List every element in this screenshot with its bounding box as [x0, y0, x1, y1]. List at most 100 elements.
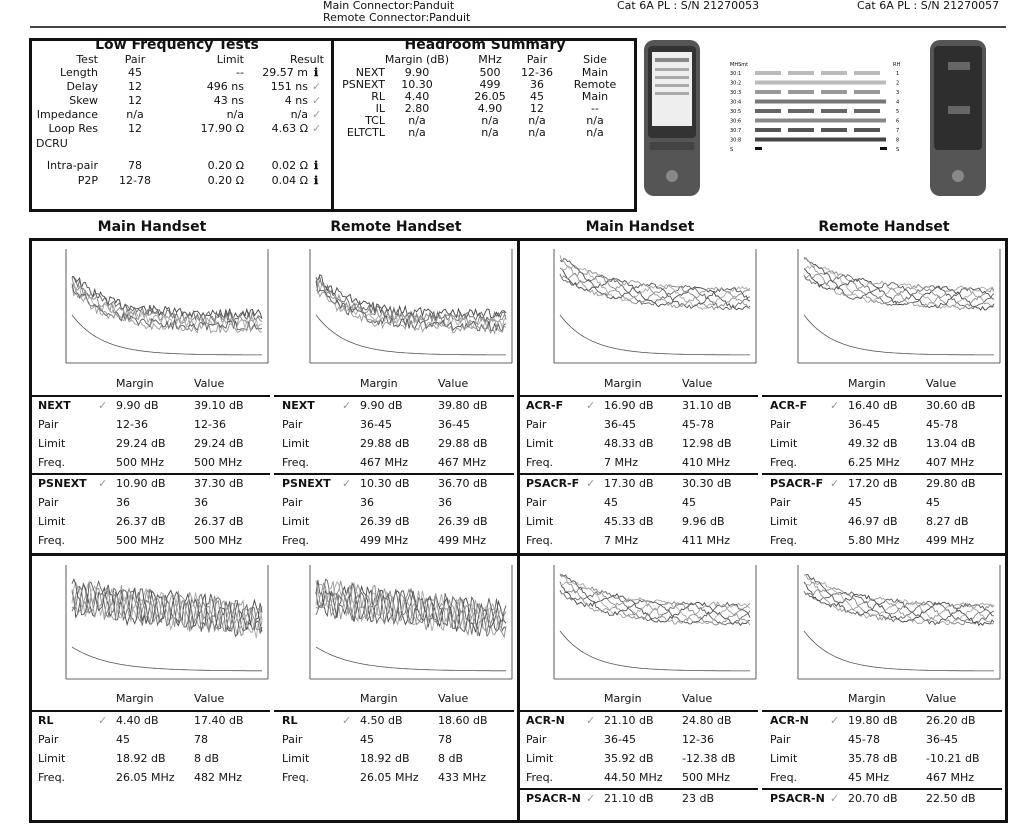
test-value: 31.10 dB: [682, 399, 732, 412]
remote-handset-device-icon: [930, 40, 986, 196]
test-margin: 9.90 dB: [116, 399, 159, 412]
row-value-limit: 29.88 dB: [438, 437, 488, 450]
remote-serial: Cat 6A PL : S/N 21270057: [857, 0, 1000, 12]
margin-col-header: Margin: [360, 692, 398, 705]
row-value-limit: -12.38 dB: [682, 752, 736, 765]
test-value: 30.60 dB: [926, 399, 976, 412]
results-table: Margin Value NEXT ✓ 9.90 dB 39.80 dB Pair 36-45…: [274, 377, 516, 547]
test-value: 37.30 dB: [194, 477, 244, 490]
remote-connector: Remote Connector:Panduit: [323, 11, 471, 24]
low-freq-result: 151 ns: [270, 80, 308, 93]
row-value-limit: 12.98 dB: [682, 437, 732, 450]
low-freq-limit: --: [236, 66, 244, 79]
row-label-freq: Freq.: [526, 456, 554, 469]
test-name: PSNEXT: [282, 477, 331, 490]
row-value-limit: 13.04 dB: [926, 437, 976, 450]
test-name: RL: [282, 714, 298, 727]
row-margin-freq: 500 MHz: [116, 456, 165, 469]
headroom-side: Main: [581, 66, 609, 79]
headroom-test-name: IL: [375, 102, 385, 115]
test-name: PSACR-F: [770, 477, 824, 490]
row-margin-freq: 45 MHz: [848, 771, 890, 784]
row-margin-limit: 26.37 dB: [116, 515, 166, 528]
row-label-limit: Limit: [770, 437, 798, 450]
row-margin-freq: 5.80 MHz: [848, 534, 900, 547]
headroom-mhz: 26.05: [474, 90, 506, 103]
handset-title-4: Remote Handset: [818, 219, 950, 235]
pass-check-icon: ✓: [312, 80, 322, 93]
section-rule: [762, 788, 1002, 790]
low-freq-test-name: Length: [60, 66, 98, 79]
row-label-pair: Pair: [770, 418, 791, 431]
headroom-pair: 12-36: [521, 66, 553, 79]
row-value-pair: 36-45: [926, 733, 958, 746]
section-rule: [30, 710, 270, 712]
row-margin-pair: 45-78: [848, 733, 880, 746]
row-value-freq: 411 MHz: [682, 534, 731, 547]
test-value: 22.50 dB: [926, 792, 976, 805]
low-freq-result: 0.04 Ω: [271, 174, 308, 187]
test-margin: 16.40 dB: [848, 399, 898, 412]
value-col-header: Value: [438, 692, 469, 705]
row-label-freq: Freq.: [770, 534, 798, 547]
headroom-col-header: Side: [583, 53, 607, 66]
row-value-pair: 45-78: [926, 418, 958, 431]
row-label-limit: Limit: [38, 437, 66, 450]
test-margin: 10.90 dB: [116, 477, 166, 490]
row-label-limit: Limit: [282, 437, 310, 450]
row-margin-pair: 36-45: [360, 418, 392, 431]
pass-check-icon: ✓: [586, 792, 596, 805]
row-label-limit: Limit: [282, 752, 310, 765]
test-margin: 10.30 dB: [360, 477, 410, 490]
row-value-limit: 8 dB: [438, 752, 464, 765]
info-icon: ℹ: [314, 159, 319, 172]
headroom-test-name: ELTCTL: [346, 126, 385, 139]
test-margin: 17.20 dB: [848, 477, 898, 490]
headroom-margin: 2.80: [404, 102, 430, 115]
row-value-limit: -10.21 dB: [926, 752, 980, 765]
headroom-side: n/a: [586, 126, 604, 139]
headroom-mhz: 4.90: [477, 102, 503, 115]
row-value-freq: 499 MHz: [926, 534, 975, 547]
wiremap-diagram: MHSmt RH 30:1 1 30:2 2 30:3 3 30:4 4 30:5 5 30:6 6 30:…: [644, 40, 986, 196]
row-label-limit: Limit: [38, 752, 66, 765]
headroom-mhz: n/a: [481, 114, 499, 127]
section-rule: [518, 473, 758, 475]
headroom-margin: n/a: [408, 114, 426, 127]
margin-col-header: Margin: [116, 377, 154, 390]
headroom-test-name: RL: [371, 90, 385, 103]
low-freq-pair: 78: [128, 159, 142, 172]
section-rule: [274, 395, 514, 397]
row-label-pair: Pair: [38, 418, 59, 431]
test-margin: 20.70 dB: [848, 792, 898, 805]
test-margin: 17.30 dB: [604, 477, 654, 490]
shield-mark: [880, 147, 887, 150]
wiremap-pin-left: S: [730, 147, 733, 153]
wiremap-pin-left: 30:2: [730, 81, 741, 87]
headroom-margin: n/a: [408, 126, 426, 139]
results-table: Margin Value ACR-F ✓ 16.90 dB 31.10 dB Pair 36-…: [518, 377, 760, 547]
headroom-test-name: PSNEXT: [342, 78, 385, 91]
wiremap-pin-left: 30:1: [730, 71, 741, 77]
headroom-side: Main: [581, 90, 609, 103]
measurement-graph: [797, 249, 1001, 364]
row-value-pair: 78: [194, 733, 208, 746]
row-value-pair: 36: [438, 496, 452, 509]
test-name: PSACR-N: [526, 792, 581, 805]
pass-check-icon: ✓: [98, 477, 108, 490]
low-freq-col-header: Test: [76, 53, 98, 66]
low-freq-result: 4 ns: [284, 94, 308, 107]
test-value: 39.10 dB: [194, 399, 244, 412]
row-value-pair: 45: [682, 496, 696, 509]
row-value-freq: 482 MHz: [194, 771, 243, 784]
low-freq-result: 29.57 m: [262, 66, 308, 79]
low-freq-result: 0.02 Ω: [271, 159, 308, 172]
row-margin-freq: 6.25 MHz: [848, 456, 900, 469]
section-rule: [518, 395, 758, 397]
test-name: ACR-F: [526, 399, 564, 412]
pass-check-icon: ✓: [586, 714, 596, 727]
row-value-pair: 12-36: [194, 418, 226, 431]
handset-title-1: Main Handset: [97, 219, 207, 235]
headroom-col-header: Pair: [526, 53, 548, 66]
row-label-limit: Limit: [526, 515, 554, 528]
